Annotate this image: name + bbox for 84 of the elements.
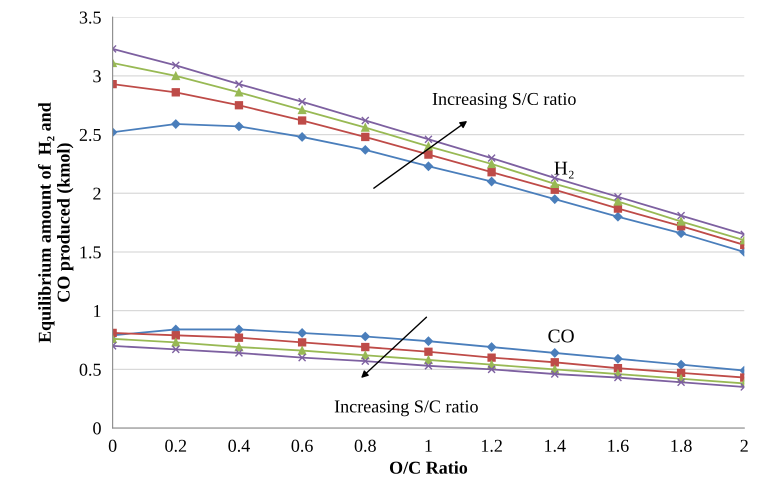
point [486,342,496,352]
point [360,332,370,342]
point [487,154,496,162]
point [361,342,370,352]
point [550,194,560,204]
y-tick-label: 0.5 [80,364,101,376]
point [234,324,244,334]
point [676,360,686,370]
x-tick-label: 1 [426,440,432,452]
x-axis-title: O/C Ratio [390,461,468,474]
x-tick-label: 2 [740,440,748,452]
x-tick-label: 0.4 [228,440,250,452]
annotation: Increasing S/C ratio [432,92,576,109]
x-tick-label: 1.2 [482,440,502,452]
x-tick-label: 0.6 [292,440,313,452]
point [676,368,686,378]
point [171,119,180,129]
annotation: Increasing S/C ratio [334,400,478,416]
point [234,348,244,358]
point [297,132,307,142]
point [614,373,622,382]
y-tick-label: 1.5 [80,246,101,258]
point [172,88,180,97]
y-tick-label: 1 [94,305,100,317]
y-axis-title: Equilibrium amount of H₂ and CO produced (kmol) [38,102,74,343]
point [361,132,370,142]
point [614,364,622,372]
point [550,180,559,188]
point [361,116,370,125]
point [550,370,559,378]
point [614,197,622,206]
point [234,80,244,88]
point [298,338,306,347]
point [550,358,559,366]
point [172,331,180,340]
point [676,211,686,220]
point [487,365,496,374]
point [234,101,244,110]
point [676,217,686,226]
point [298,106,306,114]
x-tick-label: 0.2 [165,440,186,452]
point [360,145,370,154]
point [172,72,180,80]
point [486,176,496,186]
point [298,353,306,362]
point [234,333,244,342]
point [172,345,180,354]
point [424,150,433,159]
x-tick-label: 1.4 [545,440,566,452]
x-tick-label: 1.8 [671,440,692,452]
point [297,328,307,338]
point [298,116,306,125]
y-tick-label: 3 [93,70,101,82]
point [613,212,623,222]
point [424,362,433,370]
point [676,378,686,386]
x-tick-label: 1.6 [608,440,629,452]
point [234,122,244,132]
point [424,162,434,171]
point [298,98,306,106]
y-tick-label: 3.5 [80,12,101,24]
y-tick-label: 2 [93,188,101,200]
point [234,88,244,97]
y-tick-label: 2.5 [80,128,101,142]
annotation: H₂ [554,162,574,178]
point [172,338,180,347]
point [361,356,370,366]
point [487,353,496,362]
x-tick-label: 0 [108,440,116,452]
point [613,354,623,364]
y-tick-label: 0 [93,422,101,434]
annotation: CO [548,329,574,343]
point [424,348,433,356]
point [172,61,180,70]
point [487,168,496,176]
point [361,123,370,132]
point [614,192,622,201]
point [424,135,433,144]
point [487,160,496,168]
point [676,228,686,238]
point [424,336,434,346]
point [298,346,306,355]
point [550,348,560,358]
x-tick-label: 0.8 [354,440,376,452]
